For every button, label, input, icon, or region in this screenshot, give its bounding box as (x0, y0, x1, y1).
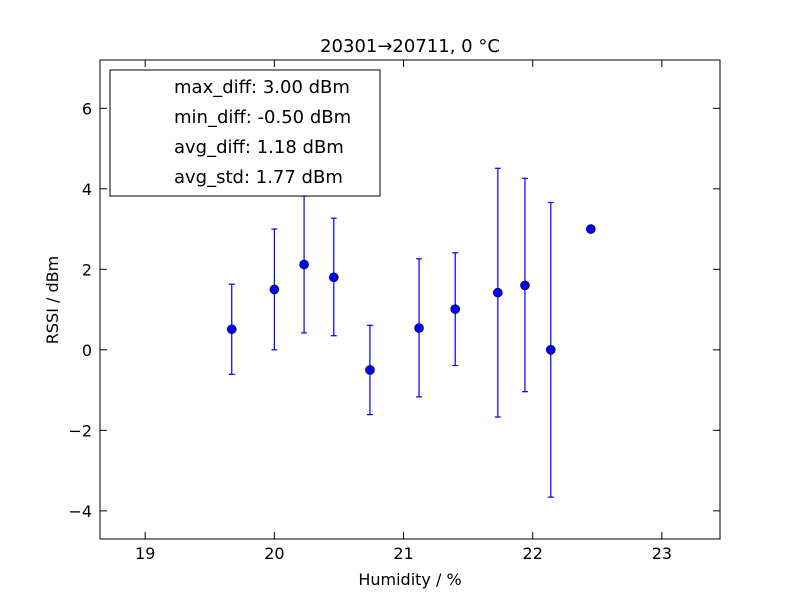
data-point (365, 365, 375, 375)
data-point (299, 259, 309, 270)
data-point (226, 324, 237, 335)
data-point (586, 224, 596, 234)
y-tick-label: −2 (68, 421, 92, 440)
x-tick-label: 19 (135, 544, 155, 563)
data-point (450, 304, 461, 314)
x-tick-label: 23 (652, 544, 672, 563)
x-tick-label: 22 (523, 544, 543, 563)
x-tick-label: 21 (393, 544, 413, 563)
data-point (493, 287, 503, 298)
legend: max_diff: 3.00 dBm min_diff: -0.50 dBm a… (109, 69, 381, 197)
legend-entry-avg-std: avg_std: 1.77 dBm (174, 167, 343, 188)
ticks-layer: 19 20 21 22 23 −4 −2 0 2 4 6 (68, 60, 720, 563)
chart-title: 20301→20711, 0 °C (320, 36, 500, 57)
data-point (269, 284, 280, 295)
y-tick-label: 6 (82, 99, 92, 118)
y-tick-label: 4 (82, 180, 92, 199)
x-axis-label: Humidity / % (358, 570, 461, 589)
legend-entry-max-diff: max_diff: 3.00 dBm (174, 77, 350, 98)
y-tick-label: 0 (82, 341, 92, 360)
legend-box (109, 69, 381, 197)
legend-entry-avg-diff: avg_diff: 1.18 dBm (174, 137, 344, 158)
data-point (414, 323, 424, 333)
data-point (520, 280, 530, 291)
y-tick-label: 2 (82, 260, 92, 279)
y-tick-label: −4 (68, 502, 92, 521)
plot-frame (99, 59, 721, 540)
legend-entry-min-diff: min_diff: -0.50 dBm (174, 107, 351, 128)
data-layer (226, 167, 596, 498)
data-point (545, 345, 556, 355)
data-point (328, 272, 339, 283)
y-axis-label: RSSI / dBm (43, 256, 62, 344)
x-tick-label: 20 (264, 544, 284, 563)
